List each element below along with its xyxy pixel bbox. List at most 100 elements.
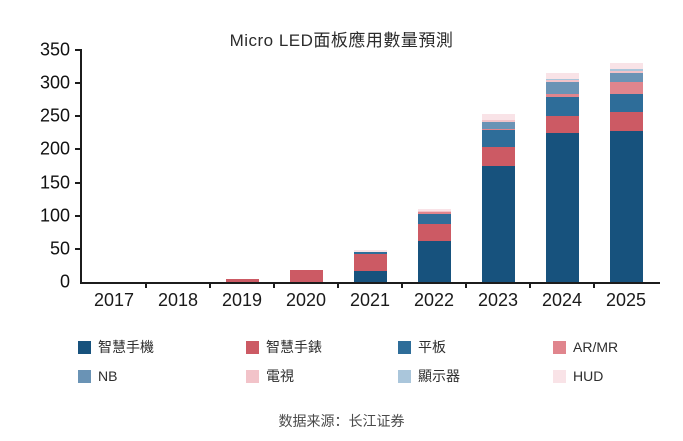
bar-segment-平板 [353,251,387,254]
x-axis-labels: 2017 2018 2019 2020 2021 2022 2023 2024 2025 [82,290,658,311]
bar-column-2018 [146,50,210,282]
bar-segment-智慧手錶 [225,278,259,282]
x-tick-mark [273,282,275,288]
y-tick-label: 200 [39,138,70,159]
legend-item-平板: 平板 [398,337,553,357]
bar-column-2022 [402,50,466,282]
bar-segment-智慧手機 [353,271,387,282]
legend-swatch-icon [398,340,411,354]
legend-label: 電視 [266,368,294,384]
y-tick-label: 50 [49,238,70,259]
bar-segment-智慧手機 [609,130,643,282]
x-tick-mark [593,282,595,288]
legend-label: 平板 [418,339,446,355]
stacked-bar-2022 [417,209,451,282]
legend-label: HUD [573,368,604,384]
bar-segment-顯示器 [545,78,579,80]
bar-segment-AR/MR [609,81,643,94]
y-tick-mark [75,49,82,51]
bar-column-2020 [274,50,338,282]
legend-item-顯示器: 顯示器 [398,366,553,386]
source-caption: 数据来源：长江证券 [278,413,405,429]
bar-segment-顯示器 [609,69,643,71]
legend-item-HUD: HUD [553,366,648,386]
stacked-bar-2019 [225,278,259,282]
y-tick-label: 300 [39,72,70,93]
x-axis-label-2020: 2020 [285,290,327,310]
bar-segment-智慧手機 [481,166,515,282]
bar-column-2019 [210,50,274,282]
legend-item-NB: NB [78,366,246,386]
bar-segment-智慧手錶 [353,253,387,272]
legend-label: 智慧手錶 [266,339,322,355]
legend: 智慧手機 智慧手錶 平板 AR/MR NB 電視 顯示器 HUD [78,337,648,386]
legend-swatch-icon [78,369,91,383]
bar-segment-平板 [545,97,579,116]
bar-segment-HUD [481,114,515,120]
bar-segment-AR/MR [545,93,579,98]
stacked-bar-2023 [481,114,515,282]
x-axis-label-2018: 2018 [157,290,199,310]
y-tick-label: 0 [59,271,70,292]
bar-segment-NB [481,121,515,129]
chart-title: Micro LED面板應用數量預測 [229,31,454,50]
bar-segment-智慧手錶 [289,270,323,282]
bar-segment-電視 [545,79,579,82]
legend-swatch-icon [246,340,259,354]
bar-segment-智慧手機 [545,132,579,282]
x-tick-mark [209,282,211,288]
legend-swatch-icon [246,369,259,383]
bar-segment-智慧手機 [417,240,451,282]
bar-segment-顯示器 [481,119,515,121]
bar-segment-電視 [609,70,643,73]
legend-label: 顯示器 [418,368,460,384]
bar-segment-NB [545,81,579,94]
stacked-bar-2020 [289,270,323,282]
y-tick-mark [75,247,82,250]
legend-swatch-icon [553,340,566,354]
x-tick-mark [529,282,531,288]
x-axis-label-2019: 2019 [221,290,263,310]
legend-item-智慧手錶: 智慧手錶 [246,337,398,357]
bar-segment-AR/MR [417,212,451,215]
y-tick-mark [75,148,82,151]
legend-item-電視: 電視 [246,366,398,386]
x-axis-label-2024: 2024 [541,290,583,310]
y-tick-mark [75,82,82,85]
bar-segment-平板 [481,130,515,148]
legend-swatch-icon [78,340,91,354]
bar-segment-HUD [609,63,643,70]
bar-segment-平板 [417,214,451,225]
x-axis-label-2021: 2021 [349,290,391,310]
legend-label: AR/MR [573,339,619,355]
stacked-bar-2025 [609,63,643,282]
x-tick-mark [465,282,467,288]
bar-segment-平板 [609,93,643,113]
x-tick-mark [337,282,339,288]
y-tick-mark [75,115,82,118]
bar-segment-電視 [417,211,451,213]
stacked-bar-2024 [545,73,579,282]
bar-segment-HUD [545,73,579,79]
x-axis-label-2023: 2023 [477,290,519,310]
legend-label: 智慧手機 [98,339,154,355]
bar-column-2021 [338,50,402,282]
y-tick-mark [75,214,82,217]
bar-column-2025 [594,50,658,282]
bar-segment-智慧手錶 [481,147,515,166]
legend-swatch-icon [553,369,566,383]
y-tick-label: 150 [39,172,70,193]
bar-segment-NB [609,72,643,82]
legend-item-智慧手機: 智慧手機 [78,337,246,357]
bar-segment-智慧手錶 [417,224,451,241]
x-axis-label-2017: 2017 [93,290,135,310]
legend-swatch-icon [398,369,411,383]
legend-item-AR/MR: AR/MR [553,337,648,357]
bars-container [82,50,658,282]
legend-label: NB [98,368,118,384]
bar-column-2023 [466,50,530,282]
bar-segment-AR/MR [481,128,515,131]
bar-segment-HUD [353,250,387,252]
y-tick-label: 100 [39,205,70,226]
x-tick-mark [401,282,403,288]
